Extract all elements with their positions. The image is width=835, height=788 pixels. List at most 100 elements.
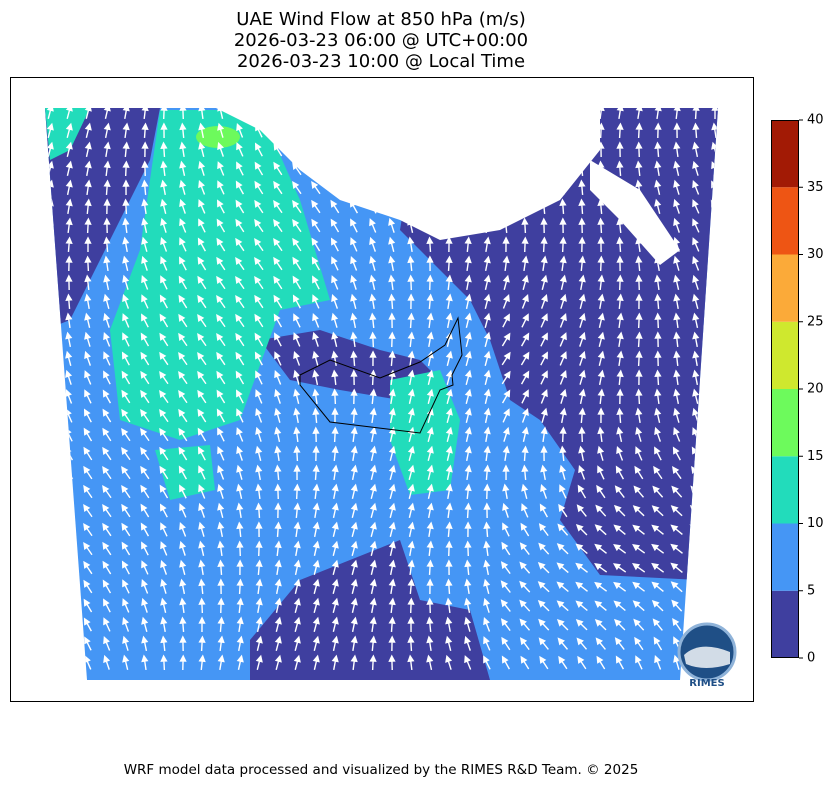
wind-arrow — [635, 312, 643, 329]
wind-arrow — [559, 198, 567, 215]
wind-arrow — [217, 161, 225, 176]
wind-arrow — [538, 523, 549, 537]
wind-arrow — [559, 370, 567, 385]
wind-arrow — [501, 370, 511, 385]
colorbar-frame — [771, 120, 799, 658]
wind-arrow — [483, 502, 491, 519]
wind-arrow — [445, 616, 453, 633]
wind-arrow — [483, 521, 491, 538]
wind-arrow — [616, 141, 624, 158]
wind-arrow — [673, 312, 681, 329]
wind-arrow — [255, 616, 263, 632]
wind-arrow — [103, 122, 111, 139]
wind-arrow — [312, 635, 320, 651]
wind-arrow — [236, 389, 244, 404]
wind-arrow — [273, 142, 283, 157]
wind-arrow — [198, 465, 206, 480]
wind-arrow — [312, 388, 320, 405]
wind-arrow — [103, 160, 111, 177]
wind-arrow — [407, 578, 415, 595]
wind-arrow — [575, 562, 588, 573]
title-line: 2026-03-23 06:00 @ UTC+00:00 — [234, 30, 528, 51]
wind-arrow — [179, 616, 187, 633]
wind-arrow — [178, 351, 188, 366]
wind-arrow — [483, 445, 491, 462]
wind-arrow — [84, 179, 92, 196]
wind-arrow — [369, 616, 377, 633]
wind-arrow — [254, 256, 264, 271]
wind-arrow — [46, 446, 54, 461]
wind-arrow — [273, 161, 283, 176]
wind-arrow — [614, 637, 625, 650]
wind-arrow — [407, 179, 415, 195]
wind-arrow — [312, 578, 320, 594]
wind-arrow — [274, 483, 282, 500]
wind-arrow — [426, 369, 434, 385]
wind-arrow — [464, 179, 472, 196]
wind-arrow — [502, 236, 510, 253]
wind-arrow — [121, 560, 130, 575]
wind-arrow — [122, 141, 130, 158]
colorbar-tick-label: 20 — [807, 382, 824, 397]
wind-arrow — [217, 180, 225, 195]
wind-arrow — [464, 578, 472, 595]
wind-arrow — [198, 199, 206, 214]
wind-arrow — [613, 581, 627, 592]
wind-arrow — [84, 293, 92, 310]
wind-arrow — [331, 407, 339, 423]
wind-arrow — [652, 485, 664, 498]
wind-arrow — [179, 597, 187, 614]
wind-arrow — [292, 123, 302, 138]
colorbar-band — [771, 120, 799, 188]
wind-arrow — [537, 581, 550, 593]
wind-arrow — [597, 274, 605, 291]
wind-arrow — [673, 108, 681, 120]
wind-arrow — [179, 237, 187, 252]
wind-arrow — [521, 445, 529, 462]
wind-arrow — [500, 561, 511, 575]
wind-arrow — [103, 332, 111, 347]
wind-arrow — [83, 617, 92, 632]
wind-arrow — [578, 122, 586, 139]
wind-arrow — [594, 562, 608, 573]
wind-arrow — [292, 237, 302, 252]
wind-arrow — [616, 198, 624, 215]
wind-arrow — [559, 484, 567, 499]
wind-arrow — [502, 179, 510, 195]
wind-arrow — [103, 198, 111, 215]
wind-arrow — [369, 236, 376, 252]
wind-arrow — [197, 389, 207, 404]
wind-arrow — [217, 483, 225, 499]
wind-arrow — [235, 256, 245, 271]
wind-arrow — [65, 217, 73, 234]
wind-arrow — [633, 618, 645, 631]
wind-arrow — [311, 123, 321, 138]
wind-arrow — [198, 502, 205, 518]
wind-arrow — [311, 142, 321, 157]
wind-arrow — [464, 597, 472, 613]
wind-arrow — [255, 370, 263, 385]
wind-arrow — [464, 445, 472, 462]
wind-arrow — [369, 218, 377, 233]
wind-arrow — [483, 578, 491, 594]
wind-arrow — [464, 160, 472, 177]
wind-arrow — [597, 350, 605, 366]
wind-arrow — [445, 635, 453, 651]
wind-arrow — [576, 637, 588, 650]
wind-arrow — [597, 369, 605, 386]
wind-arrow — [179, 654, 187, 671]
wind-arrow — [654, 274, 662, 291]
wind-arrow — [502, 122, 510, 138]
wind-arrow — [502, 464, 510, 481]
wind-arrow — [616, 407, 624, 424]
wind-arrow — [350, 369, 358, 386]
wind-arrow — [369, 350, 377, 367]
wind-arrow — [483, 198, 491, 215]
wind-arrow — [217, 559, 225, 576]
wind-arrow — [293, 464, 301, 481]
masked-land — [190, 108, 600, 240]
wind-arrow — [388, 483, 396, 499]
wind-arrow — [330, 123, 340, 138]
wind-arrow — [121, 446, 131, 461]
wind-arrow — [159, 503, 168, 518]
